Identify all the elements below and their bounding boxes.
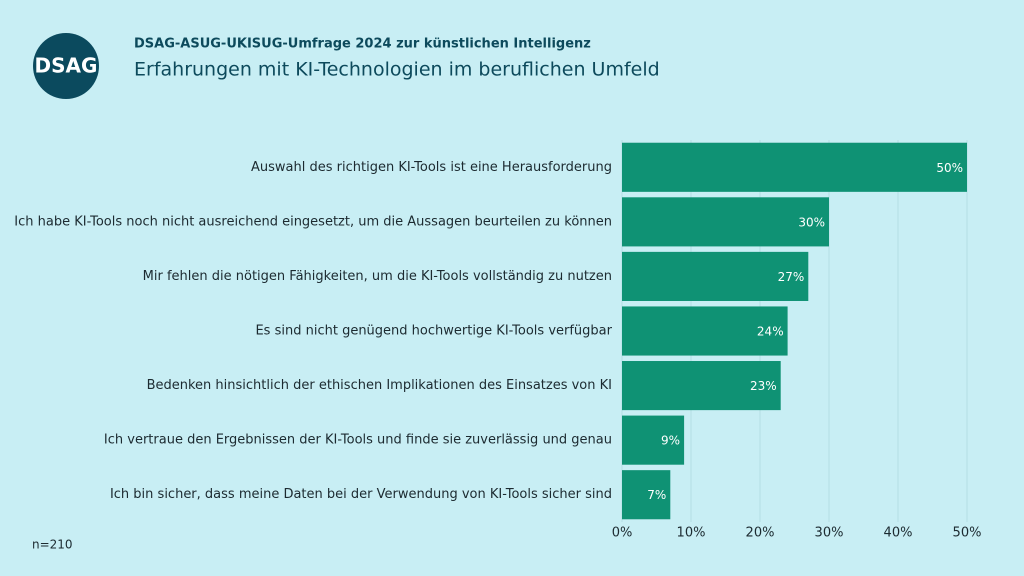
value-label: 7% — [647, 488, 666, 502]
bar — [622, 415, 685, 465]
chart-subtitle: DSAG-ASUG-UKISUG-Umfrage 2024 zur künstl… — [134, 37, 591, 52]
bar — [622, 470, 671, 520]
value-label: 23% — [750, 379, 777, 393]
bar — [622, 197, 829, 247]
bar — [622, 142, 967, 192]
x-tick-label: 10% — [677, 526, 706, 541]
y-tick-label: Mir fehlen die nötigen Fähigkeiten, um d… — [143, 269, 612, 284]
value-label: 24% — [757, 325, 784, 339]
logo-circle — [33, 33, 99, 99]
value-label: 30% — [798, 215, 825, 229]
value-label: 50% — [936, 161, 963, 175]
x-tick-label: 50% — [953, 526, 982, 541]
y-tick-label: Ich vertraue den Ergebnissen der KI-Tool… — [104, 433, 612, 448]
value-label: 9% — [661, 434, 680, 448]
bar — [622, 361, 781, 411]
y-tick-label: Es sind nicht genügend hochwertige KI-To… — [255, 324, 612, 339]
y-tick-label: Ich bin sicher, dass meine Daten bei der… — [110, 487, 612, 502]
bar — [622, 251, 809, 301]
logo-text: DSAG — [35, 54, 98, 78]
note: n=210 — [32, 538, 73, 552]
x-tick-label: 0% — [612, 526, 633, 541]
bar — [622, 306, 788, 356]
y-tick-label: Auswahl des richtigen KI-Tools ist eine … — [251, 160, 612, 175]
x-tick-label: 30% — [815, 526, 844, 541]
x-tick-label: 40% — [884, 526, 913, 541]
y-tick-label: Ich habe KI-Tools noch nicht ausreichend… — [14, 214, 612, 229]
chart-title: Erfahrungen mit KI-Technologien im beruf… — [134, 59, 660, 81]
x-tick-label: 20% — [746, 526, 775, 541]
y-tick-label: Bedenken hinsichtlich der ethischen Impl… — [147, 378, 612, 393]
value-label: 27% — [778, 270, 805, 284]
